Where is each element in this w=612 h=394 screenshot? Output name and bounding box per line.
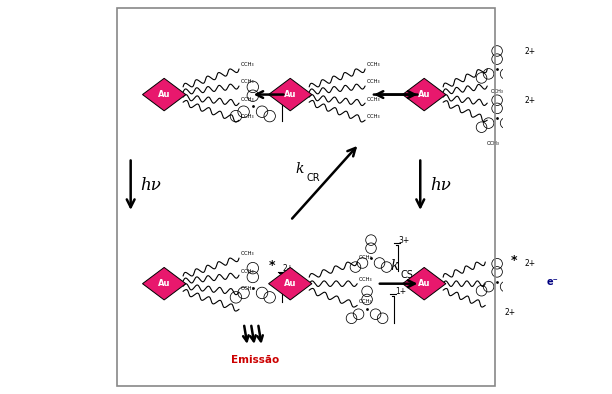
Polygon shape — [143, 268, 186, 300]
Circle shape — [542, 272, 562, 292]
Polygon shape — [143, 78, 186, 111]
Text: Au: Au — [418, 279, 430, 288]
Text: 1+: 1+ — [395, 287, 406, 296]
Text: hν: hν — [430, 177, 451, 194]
Text: 2+: 2+ — [525, 96, 536, 105]
Text: OCH₃: OCH₃ — [241, 80, 254, 84]
Text: OCH₃: OCH₃ — [359, 299, 373, 304]
Text: Au: Au — [418, 90, 430, 99]
Text: *: * — [510, 254, 517, 267]
Text: 3+: 3+ — [399, 236, 410, 245]
Text: OCH₃: OCH₃ — [241, 269, 254, 273]
Text: OCH₃: OCH₃ — [241, 113, 254, 119]
Text: 2+: 2+ — [283, 264, 294, 273]
Text: Au: Au — [284, 279, 296, 288]
Text: 2+: 2+ — [505, 308, 516, 317]
Polygon shape — [403, 78, 446, 111]
Text: OCH₃: OCH₃ — [359, 255, 373, 260]
Text: OCH₃: OCH₃ — [359, 277, 373, 282]
Text: OCH₃: OCH₃ — [367, 80, 380, 84]
Text: *: * — [268, 259, 275, 272]
Text: e⁻: e⁻ — [546, 277, 558, 287]
Text: k: k — [296, 162, 304, 177]
Text: Au: Au — [158, 90, 170, 99]
Text: OCH₃: OCH₃ — [491, 89, 504, 94]
Text: OCH₃: OCH₃ — [367, 113, 380, 119]
Text: OCH₃: OCH₃ — [487, 141, 499, 146]
Text: 2+: 2+ — [525, 47, 536, 56]
Text: Au: Au — [158, 279, 170, 288]
Text: OCH₃: OCH₃ — [241, 97, 254, 102]
Polygon shape — [269, 78, 312, 111]
Text: OCH₃: OCH₃ — [367, 97, 380, 102]
Text: OCH₃: OCH₃ — [241, 286, 254, 291]
Text: OCH₃: OCH₃ — [241, 251, 254, 256]
Text: CR: CR — [307, 173, 321, 182]
Text: Emissão: Emissão — [231, 355, 279, 364]
Text: OCH₃: OCH₃ — [367, 62, 380, 67]
Text: hν: hν — [141, 177, 162, 194]
Polygon shape — [269, 268, 312, 300]
Text: k: k — [390, 259, 399, 273]
Text: CS: CS — [401, 270, 414, 280]
Text: 2+: 2+ — [283, 83, 294, 92]
Text: OCH₃: OCH₃ — [241, 62, 254, 67]
Polygon shape — [403, 268, 446, 300]
Text: Au: Au — [284, 90, 296, 99]
Text: 2+: 2+ — [525, 260, 536, 268]
